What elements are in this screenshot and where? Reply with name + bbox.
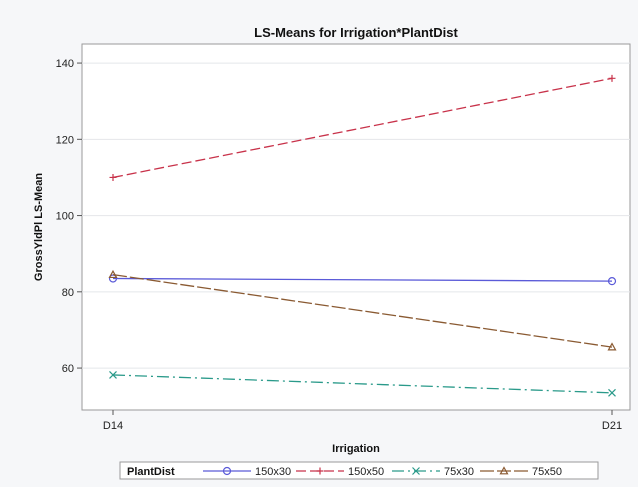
legend-item: 150x30 [203, 466, 291, 478]
x-tick-label: D21 [602, 420, 622, 432]
legend-label: 75x50 [532, 466, 562, 478]
y-axis-label: GrossYldPl LS-Mean [33, 173, 45, 281]
series-75x30 [109, 371, 616, 397]
legend-marker [316, 467, 324, 475]
series-line [112, 77, 613, 179]
legend-items: 150x30 150x50 75x30 75x50 [203, 466, 562, 478]
axis-ticks: 60 80 100 120 140 D14 D21 [56, 58, 622, 432]
legend-item: 75x30 [392, 466, 474, 478]
data-point [108, 269, 118, 279]
legend-item: 150x50 [296, 466, 384, 478]
series-line [112, 274, 613, 348]
series-layer [108, 74, 617, 397]
data-point [608, 388, 616, 397]
data-point [607, 277, 617, 286]
series-150x50 [109, 74, 616, 181]
legend-marker [222, 466, 232, 476]
y-tick-label: 120 [56, 134, 74, 146]
legend: PlantDist 150x30 150x50 75x30 75x50 [119, 461, 599, 480]
y-tick-label: 140 [56, 58, 74, 70]
legend-marker [412, 467, 420, 475]
series-line [112, 277, 613, 282]
legend-label: 75x30 [444, 466, 474, 478]
legend-frame [119, 461, 599, 480]
series-75x50 [108, 269, 617, 351]
y-tick-label: 60 [62, 363, 74, 375]
data-point [109, 371, 117, 379]
chart-title: LS-Means for Irrigation*PlantDist [254, 25, 458, 40]
legend-item: 75x50 [480, 466, 562, 478]
y-tick-label: 100 [56, 211, 74, 223]
grid [82, 62, 630, 369]
data-point [109, 173, 117, 181]
series-line [112, 374, 613, 394]
x-tick-label: D14 [103, 420, 123, 432]
data-point [607, 342, 617, 351]
plot-area [81, 43, 631, 411]
x-axis-label: Irrigation [332, 443, 380, 455]
legend-title: PlantDist [127, 466, 175, 478]
legend-marker [499, 466, 509, 475]
y-tick-label: 80 [62, 287, 74, 299]
data-point [608, 74, 616, 82]
legend-label: 150x30 [255, 466, 291, 478]
legend-label: 150x50 [348, 466, 384, 478]
